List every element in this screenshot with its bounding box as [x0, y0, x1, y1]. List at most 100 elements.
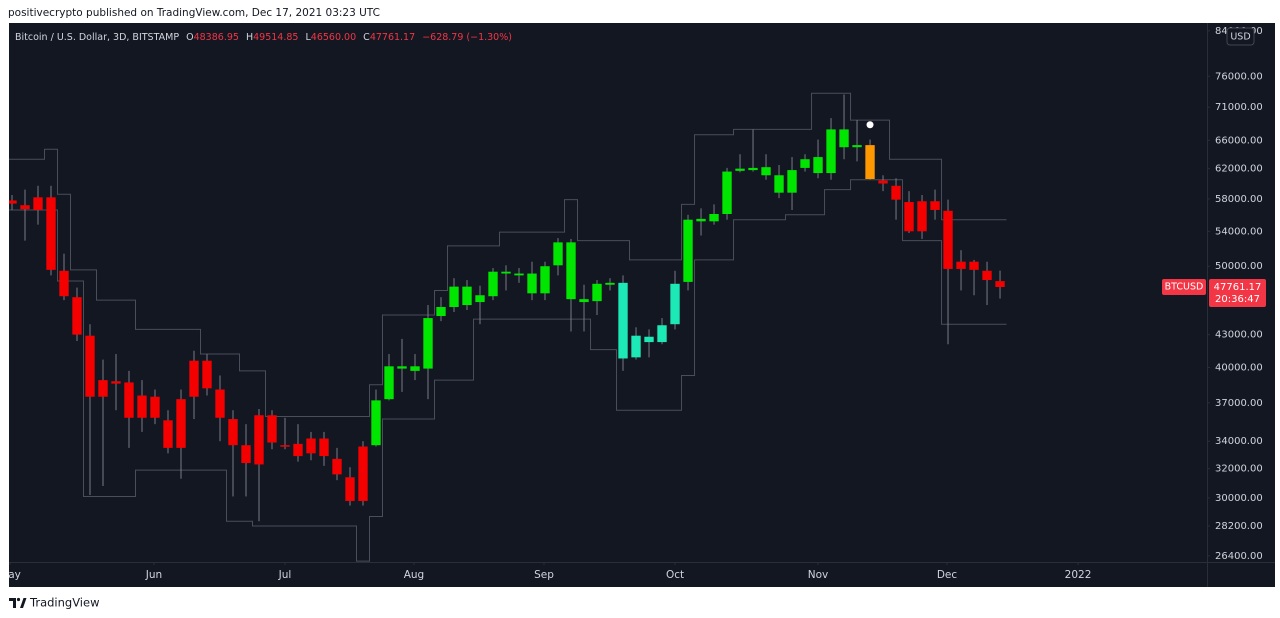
price-tag [1209, 279, 1266, 308]
candle-body [527, 273, 537, 294]
candle-body [839, 129, 849, 148]
candle-body [254, 415, 264, 465]
logo-part [20, 598, 27, 608]
channel-line [9, 179, 1007, 562]
candle-body [72, 297, 82, 335]
candle-body [826, 129, 836, 174]
candle-body [943, 210, 953, 269]
candle-body [813, 157, 823, 174]
candle-body [163, 420, 173, 448]
candle-body [657, 325, 667, 343]
channel-line [9, 92, 1007, 418]
legend-key: C [363, 32, 370, 43]
symbol-tag [1162, 279, 1206, 296]
y-tick-label: 26400.00 [1215, 551, 1263, 562]
x-tick-label: May [0, 569, 21, 581]
x-tick-label: Sep [534, 569, 554, 581]
candle-body [878, 180, 888, 184]
candle-body [644, 336, 654, 343]
publish-info: positivecrypto published on TradingView.… [8, 7, 380, 19]
x-tick-label: 2022 [1065, 569, 1092, 581]
legend-key: L [306, 32, 312, 43]
logo-part [9, 598, 16, 608]
currency-button-box[interactable] [1226, 27, 1255, 46]
candle-body [267, 415, 277, 443]
candle-body [540, 266, 550, 294]
footer-logo [9, 597, 27, 608]
candle-body [384, 366, 394, 400]
candle-body [553, 242, 563, 266]
legend: Bitcoin / U.S. Dollar, 3D, BITSTAMP O483… [15, 32, 512, 43]
candle-body [800, 159, 810, 168]
candle-body [696, 218, 706, 222]
candle-body [397, 366, 407, 369]
y-tick-label: 37000.00 [1215, 398, 1263, 409]
legend-value: 49514.85 [253, 32, 298, 43]
candle-body [176, 399, 186, 448]
candle-body [202, 360, 212, 389]
y-tick-label: 76000.00 [1215, 71, 1263, 82]
candle-body [566, 242, 576, 300]
y-tick-label: 40000.00 [1215, 362, 1263, 373]
candle-body [865, 145, 875, 179]
signal-dot [866, 121, 874, 129]
candle-body [111, 381, 121, 384]
logo-part [16, 597, 21, 602]
price-tag-label: 47761.17 [1214, 282, 1262, 293]
y-tick-label: 30000.00 [1215, 493, 1263, 504]
candle-body [618, 282, 628, 359]
candle-body [579, 299, 589, 303]
candle-body [46, 197, 56, 270]
candle-body [891, 185, 901, 200]
candle-body [930, 201, 940, 210]
y-tick-label: 32000.00 [1215, 464, 1263, 475]
candle-body [319, 438, 329, 457]
candle-body [332, 458, 342, 475]
legend-change: −628.79 (−1.30%) [422, 32, 512, 43]
candle-body [722, 171, 732, 214]
x-tick-label: Dec [937, 569, 958, 581]
candle-body [631, 335, 641, 358]
y-tick-label: 43000.00 [1215, 330, 1263, 341]
legend-key: O [186, 32, 193, 43]
candle-body [436, 307, 446, 317]
candle-body [683, 219, 693, 282]
legend-value: 47761.17 [370, 32, 415, 43]
candle-body [345, 477, 355, 501]
symbol-tag-label: BTCUSD [1165, 282, 1204, 293]
candle-body [501, 271, 511, 274]
y-tick-label: 50000.00 [1215, 261, 1263, 272]
y-tick-label: 62000.00 [1215, 164, 1263, 175]
time-axis: May Jun Jul Aug Sep Oct Nov Dec 2022 [0, 562, 1092, 581]
candle-body [280, 445, 290, 447]
candle-body [709, 213, 719, 222]
candle-body [59, 270, 69, 297]
candle-body [137, 395, 147, 418]
candle-body [215, 389, 225, 418]
candle-body [449, 286, 459, 308]
y-tick-label: 28200.00 [1215, 521, 1263, 532]
candle-body [904, 202, 914, 232]
candle-body [670, 283, 680, 325]
candle-body [9, 200, 17, 204]
x-tick-label: Jun [145, 569, 162, 581]
x-tick-label: Aug [404, 569, 425, 581]
candle-body [150, 396, 160, 418]
currency-label[interactable]: USD [1230, 32, 1250, 43]
currency-button[interactable]: USD [1226, 27, 1255, 46]
candle-body [189, 360, 199, 397]
y-tick-label: 54000.00 [1215, 226, 1263, 237]
candle-body [124, 382, 134, 418]
candle-body [306, 438, 316, 454]
candle-body [774, 175, 784, 193]
x-tick-label: Oct [666, 569, 684, 581]
y-tick-label: 34000.00 [1215, 436, 1263, 447]
legend-symbol: Bitcoin / U.S. Dollar, 3D, BITSTAMP [15, 32, 179, 43]
candle-body [969, 261, 979, 270]
candle-body [371, 400, 381, 446]
candle-body [748, 167, 758, 171]
legend-value: 48386.95 [194, 32, 239, 43]
y-tick-label: 66000.00 [1215, 135, 1263, 146]
plot-area [9, 92, 1007, 562]
